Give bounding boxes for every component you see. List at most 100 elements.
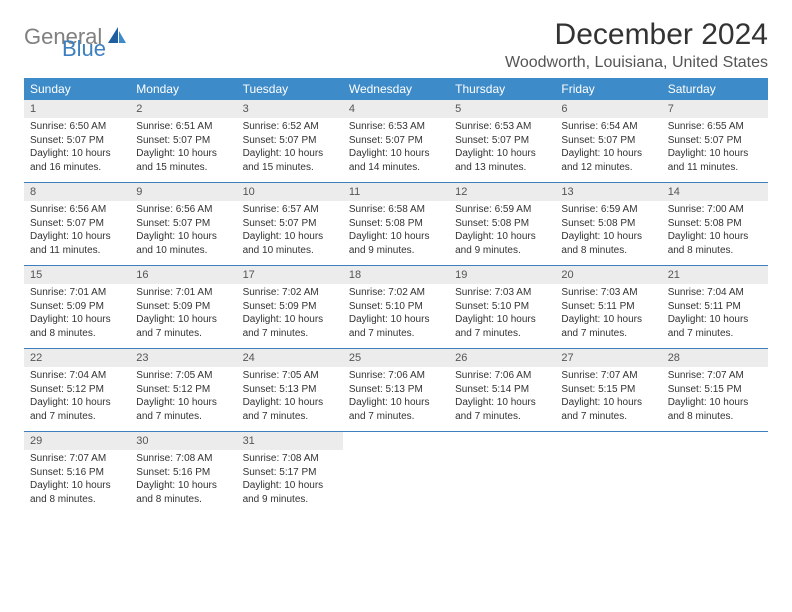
day-content-cell: Sunrise: 7:03 AMSunset: 5:10 PMDaylight:…	[449, 284, 555, 349]
day-content-cell: Sunrise: 7:07 AMSunset: 5:15 PMDaylight:…	[555, 367, 661, 432]
sunrise-text: Sunrise: 6:56 AM	[136, 203, 230, 217]
sunrise-text: Sunrise: 7:00 AM	[668, 203, 762, 217]
day-number-cell: 13	[555, 183, 661, 202]
sunset-text: Sunset: 5:14 PM	[455, 383, 549, 397]
sunrise-text: Sunrise: 7:06 AM	[349, 369, 443, 383]
sunrise-text: Sunrise: 6:56 AM	[30, 203, 124, 217]
day-number-cell: 26	[449, 349, 555, 368]
day-content-cell: Sunrise: 7:06 AMSunset: 5:14 PMDaylight:…	[449, 367, 555, 432]
day-number-cell: 3	[237, 100, 343, 118]
sunset-text: Sunset: 5:07 PM	[136, 217, 230, 231]
day2-text: and 9 minutes.	[243, 493, 337, 507]
day-number-row: 22232425262728	[24, 349, 768, 368]
day2-text: and 9 minutes.	[455, 244, 549, 258]
day1-text: Daylight: 10 hours	[243, 230, 337, 244]
day-content-cell: Sunrise: 6:52 AMSunset: 5:07 PMDaylight:…	[237, 118, 343, 183]
day-content-cell: Sunrise: 6:53 AMSunset: 5:07 PMDaylight:…	[343, 118, 449, 183]
sunrise-text: Sunrise: 6:54 AM	[561, 120, 655, 134]
sunset-text: Sunset: 5:07 PM	[243, 217, 337, 231]
day-number-cell: 1	[24, 100, 130, 118]
sunset-text: Sunset: 5:09 PM	[136, 300, 230, 314]
day2-text: and 7 minutes.	[30, 410, 124, 424]
sunset-text: Sunset: 5:13 PM	[243, 383, 337, 397]
day2-text: and 9 minutes.	[349, 244, 443, 258]
day1-text: Daylight: 10 hours	[349, 313, 443, 327]
sunrise-text: Sunrise: 7:02 AM	[349, 286, 443, 300]
day-content-cell	[449, 450, 555, 514]
sunrise-text: Sunrise: 7:08 AM	[136, 452, 230, 466]
sunset-text: Sunset: 5:09 PM	[30, 300, 124, 314]
day-content-cell: Sunrise: 6:55 AMSunset: 5:07 PMDaylight:…	[662, 118, 768, 183]
day2-text: and 7 minutes.	[455, 410, 549, 424]
day2-text: and 7 minutes.	[561, 327, 655, 341]
calendar-table: SundayMondayTuesdayWednesdayThursdayFrid…	[24, 78, 768, 514]
sunrise-text: Sunrise: 7:06 AM	[455, 369, 549, 383]
day-number-cell: 27	[555, 349, 661, 368]
day-content-cell: Sunrise: 6:59 AMSunset: 5:08 PMDaylight:…	[449, 201, 555, 266]
sunset-text: Sunset: 5:16 PM	[30, 466, 124, 480]
day1-text: Daylight: 10 hours	[668, 313, 762, 327]
day-number-cell: 14	[662, 183, 768, 202]
day-number-cell: 19	[449, 266, 555, 285]
day-content-cell: Sunrise: 6:54 AMSunset: 5:07 PMDaylight:…	[555, 118, 661, 183]
day-number-row: 15161718192021	[24, 266, 768, 285]
day1-text: Daylight: 10 hours	[455, 230, 549, 244]
day-number-cell	[555, 432, 661, 451]
day-content-cell: Sunrise: 6:57 AMSunset: 5:07 PMDaylight:…	[237, 201, 343, 266]
day-content-cell: Sunrise: 7:04 AMSunset: 5:12 PMDaylight:…	[24, 367, 130, 432]
day2-text: and 15 minutes.	[136, 161, 230, 175]
sunrise-text: Sunrise: 7:04 AM	[668, 286, 762, 300]
day2-text: and 10 minutes.	[243, 244, 337, 258]
brand-logo: General Blue	[24, 24, 128, 50]
day-number-row: 1234567	[24, 100, 768, 118]
day2-text: and 7 minutes.	[455, 327, 549, 341]
day2-text: and 7 minutes.	[243, 327, 337, 341]
day1-text: Daylight: 10 hours	[30, 313, 124, 327]
day-number-cell: 31	[237, 432, 343, 451]
sunrise-text: Sunrise: 7:07 AM	[561, 369, 655, 383]
sunset-text: Sunset: 5:07 PM	[136, 134, 230, 148]
sunrise-text: Sunrise: 7:08 AM	[243, 452, 337, 466]
sunrise-text: Sunrise: 7:07 AM	[668, 369, 762, 383]
day2-text: and 10 minutes.	[136, 244, 230, 258]
day-number-cell: 21	[662, 266, 768, 285]
day-content-cell: Sunrise: 7:08 AMSunset: 5:17 PMDaylight:…	[237, 450, 343, 514]
day2-text: and 8 minutes.	[30, 493, 124, 507]
day2-text: and 14 minutes.	[349, 161, 443, 175]
sunset-text: Sunset: 5:08 PM	[561, 217, 655, 231]
day2-text: and 8 minutes.	[668, 244, 762, 258]
day-number-cell: 7	[662, 100, 768, 118]
month-title: December 2024	[505, 18, 768, 52]
day-content-row: Sunrise: 6:50 AMSunset: 5:07 PMDaylight:…	[24, 118, 768, 183]
sunset-text: Sunset: 5:10 PM	[349, 300, 443, 314]
title-block: December 2024 Woodworth, Louisiana, Unit…	[505, 18, 768, 72]
day-number-cell: 22	[24, 349, 130, 368]
day-content-cell: Sunrise: 7:04 AMSunset: 5:11 PMDaylight:…	[662, 284, 768, 349]
day1-text: Daylight: 10 hours	[30, 147, 124, 161]
day2-text: and 8 minutes.	[136, 493, 230, 507]
day-content-cell: Sunrise: 6:56 AMSunset: 5:07 PMDaylight:…	[24, 201, 130, 266]
day-number-row: 891011121314	[24, 183, 768, 202]
sunset-text: Sunset: 5:09 PM	[243, 300, 337, 314]
sunrise-text: Sunrise: 6:53 AM	[455, 120, 549, 134]
sunrise-text: Sunrise: 7:05 AM	[243, 369, 337, 383]
sunset-text: Sunset: 5:07 PM	[30, 134, 124, 148]
day1-text: Daylight: 10 hours	[561, 147, 655, 161]
sunrise-text: Sunrise: 7:03 AM	[455, 286, 549, 300]
day-of-week-cell: Thursday	[449, 78, 555, 100]
day1-text: Daylight: 10 hours	[668, 396, 762, 410]
day-content-cell	[555, 450, 661, 514]
day1-text: Daylight: 10 hours	[243, 396, 337, 410]
location-subtitle: Woodworth, Louisiana, United States	[505, 54, 768, 72]
day-number-cell: 6	[555, 100, 661, 118]
day-content-row: Sunrise: 7:07 AMSunset: 5:16 PMDaylight:…	[24, 450, 768, 514]
day-content-cell: Sunrise: 7:00 AMSunset: 5:08 PMDaylight:…	[662, 201, 768, 266]
day2-text: and 11 minutes.	[30, 244, 124, 258]
day1-text: Daylight: 10 hours	[349, 230, 443, 244]
day1-text: Daylight: 10 hours	[136, 147, 230, 161]
day-number-cell: 15	[24, 266, 130, 285]
sunset-text: Sunset: 5:12 PM	[136, 383, 230, 397]
sunrise-text: Sunrise: 7:02 AM	[243, 286, 337, 300]
day-number-row: 293031	[24, 432, 768, 451]
day2-text: and 7 minutes.	[136, 410, 230, 424]
